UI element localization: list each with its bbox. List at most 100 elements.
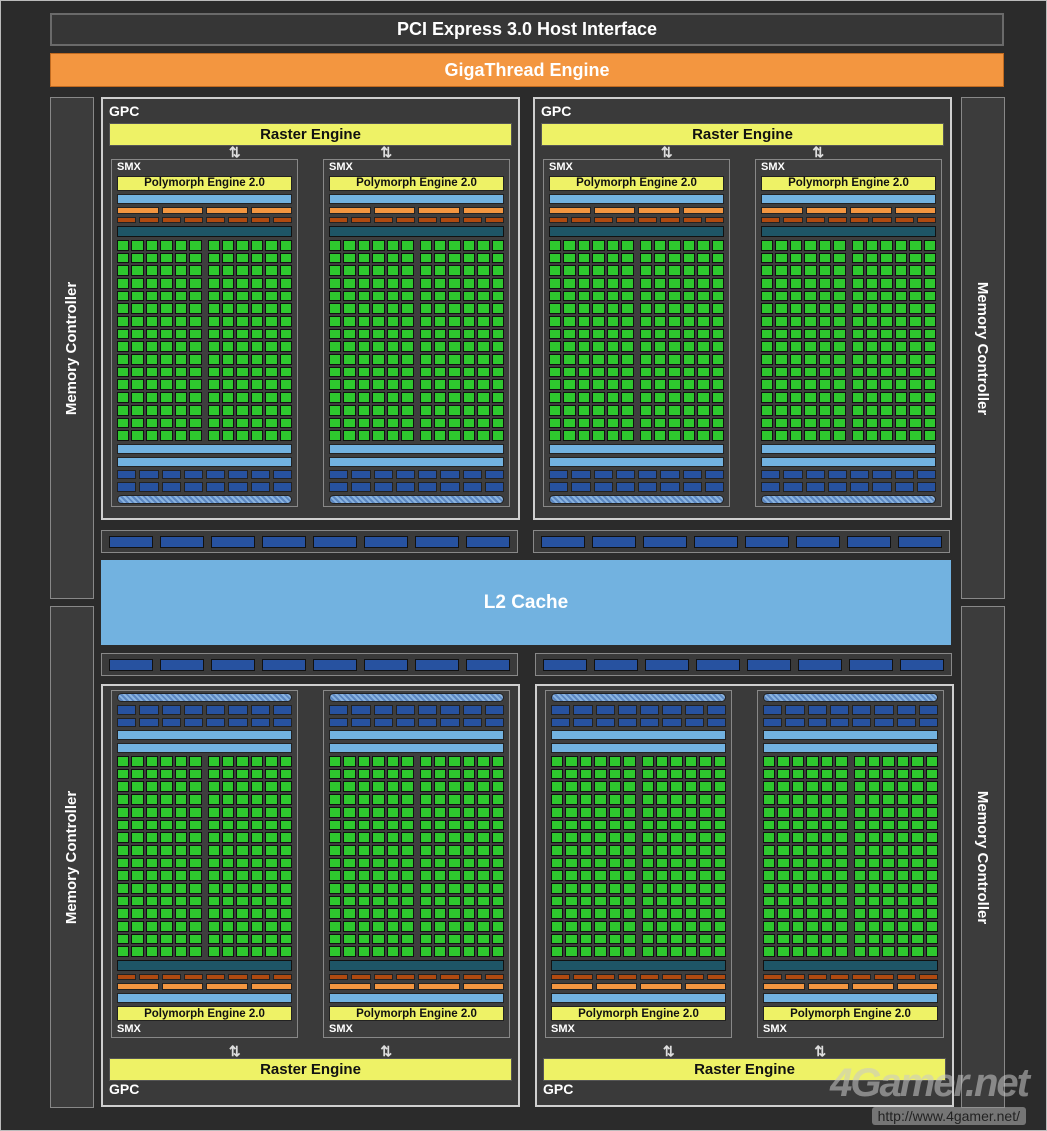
texture-unit-block: [373, 469, 393, 480]
cuda-core: [820, 832, 834, 843]
tex-cache-block: [418, 482, 438, 493]
cuda-core: [608, 756, 622, 767]
tex-cache-block: [161, 482, 181, 493]
cuda-core: [401, 819, 414, 831]
cuda-core: [791, 794, 805, 805]
cuda-core: [265, 366, 278, 378]
cuda-core: [621, 417, 634, 429]
cuda-core: [623, 908, 636, 919]
cuda-core: [789, 404, 803, 416]
cuda-core: [433, 857, 447, 869]
cuda-core: [372, 946, 385, 957]
cuda-core: [343, 354, 356, 365]
cuda-core: [131, 404, 144, 416]
cuda-core: [329, 417, 342, 429]
cuda-core: [174, 895, 188, 907]
tex-cache-block: [874, 704, 894, 715]
cuda-core: [189, 870, 202, 881]
data-arrows: ⇅ ⇅: [543, 1044, 946, 1058]
cuda-core: [279, 417, 292, 429]
cuda-core: [833, 379, 846, 391]
cuda-core: [131, 819, 144, 831]
texture-unit-block: [462, 717, 482, 728]
cuda-core: [851, 404, 864, 416]
cuda-core: [833, 366, 846, 378]
cuda-core: [279, 933, 292, 945]
cuda-core: [329, 781, 342, 793]
dispatch-unit-block: [706, 973, 726, 980]
cuda-core: [668, 392, 681, 403]
tex-cache-block: [373, 704, 393, 715]
cuda-core: [189, 328, 202, 340]
cuda-core: [563, 392, 576, 403]
cuda-core: [462, 794, 476, 805]
instruction-cache: [329, 993, 504, 1004]
cuda-core: [343, 341, 356, 353]
cuda-core: [865, 430, 879, 441]
cuda-core: [221, 417, 235, 429]
cuda-core: [865, 316, 879, 327]
cuda-core: [684, 933, 698, 945]
cuda-core: [668, 328, 681, 340]
cuda-core: [250, 768, 264, 780]
texture-unit-block: [827, 469, 847, 480]
crossbar-block: [211, 658, 256, 671]
texture-unit-block: [440, 717, 460, 728]
cuda-core: [477, 430, 490, 441]
warp-scheduler-block: [329, 982, 371, 991]
cuda-core: [207, 417, 220, 429]
cuda-core: [145, 946, 159, 957]
cuda-core: [372, 844, 385, 856]
warp-scheduler-block: [896, 982, 938, 991]
cuda-core: [653, 392, 667, 403]
cuda-core: [549, 240, 562, 251]
cuda-core: [117, 844, 130, 856]
cuda-core: [343, 316, 356, 327]
warp-scheduler-block: [206, 982, 248, 991]
cuda-core: [579, 819, 593, 831]
crossbar-block: [897, 535, 942, 548]
cuda-core: [639, 316, 652, 327]
cuda-core: [401, 781, 414, 793]
texture-unit-block: [139, 469, 159, 480]
dispatch-unit-block: [183, 217, 203, 224]
cuda-core: [174, 354, 188, 365]
tex-cache: [761, 482, 936, 493]
cuda-core: [448, 908, 461, 919]
warp-scheduler-block: [250, 206, 292, 215]
cuda-core: [804, 392, 817, 403]
cuda-core: [477, 832, 490, 843]
cuda-core: [820, 844, 834, 856]
cuda-core: [386, 857, 400, 869]
cuda-core: [250, 354, 264, 365]
tex-cache-block: [615, 482, 635, 493]
cuda-core: [357, 392, 371, 403]
cuda-core: [804, 316, 817, 327]
cuda-core: [160, 819, 173, 831]
cuda-core: [761, 240, 774, 251]
cuda-core: [386, 819, 400, 831]
tex-cache-block: [829, 704, 849, 715]
cuda-core: [549, 354, 562, 365]
texture-unit-block: [872, 469, 892, 480]
dispatch-unit-block: [783, 217, 803, 224]
polymorph-engine: Polymorph Engine 2.0: [329, 1006, 504, 1021]
cuda-core: [419, 895, 432, 907]
cuda-core: [357, 354, 371, 365]
cuda-core: [433, 303, 447, 315]
cuda-core: [477, 857, 490, 869]
warp-scheduler-block: [206, 206, 248, 215]
cuda-core: [250, 832, 264, 843]
cuda-core: [279, 316, 292, 327]
cuda-core: [579, 895, 593, 907]
cuda-core: [668, 290, 681, 302]
cuda-core: [594, 756, 607, 767]
cuda-core: [699, 946, 712, 957]
cuda-core: [711, 240, 724, 251]
cuda-core: [551, 933, 564, 945]
cuda-core: [372, 768, 385, 780]
cuda-core: [697, 430, 710, 441]
cuda-core: [894, 303, 908, 315]
cuda-core: [668, 316, 681, 327]
cuda-core: [462, 316, 476, 327]
